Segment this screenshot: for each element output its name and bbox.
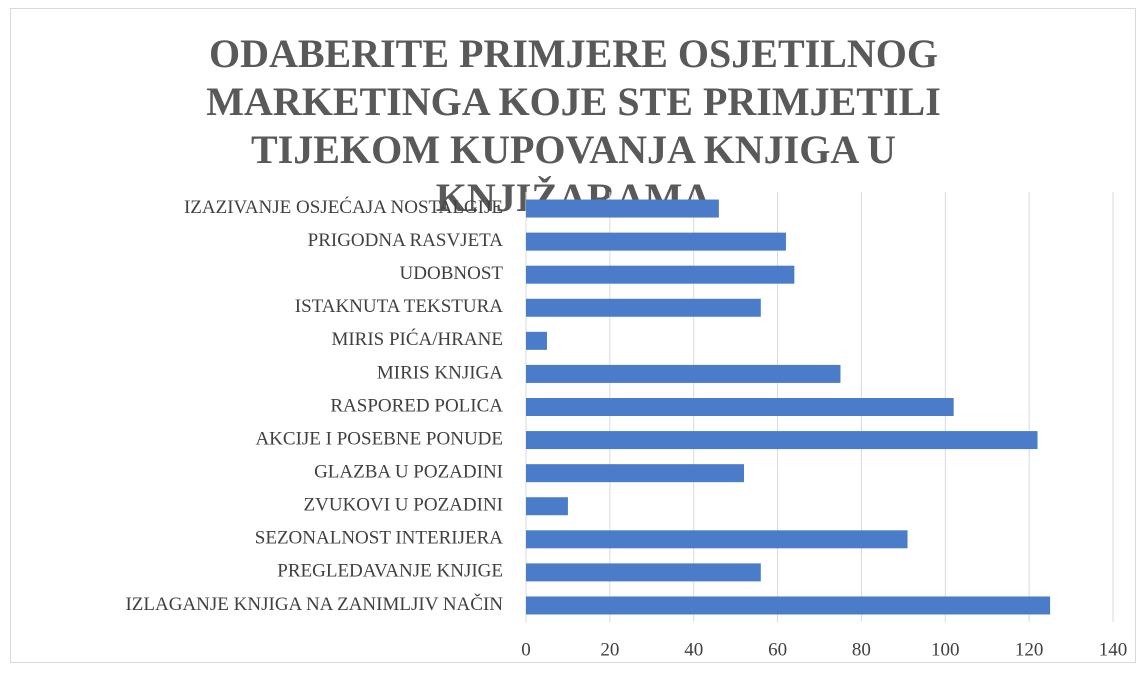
bar bbox=[526, 331, 547, 350]
y-tick-label: MIRIS PIĆA/HRANE bbox=[331, 328, 503, 350]
y-tick-label: RASPORED POLICA bbox=[330, 395, 503, 416]
x-tick-label: 0 bbox=[521, 639, 531, 660]
y-tick-label: MIRIS KNJIGA bbox=[377, 362, 503, 383]
bar bbox=[526, 265, 795, 284]
x-tick-label: 60 bbox=[768, 639, 787, 660]
bar bbox=[526, 298, 761, 317]
bar bbox=[526, 232, 786, 251]
chart-frame bbox=[10, 8, 1136, 663]
bar bbox=[526, 530, 908, 549]
x-tick-label: 20 bbox=[600, 639, 619, 660]
y-tick-label: PRIGODNA RASVJETA bbox=[308, 230, 504, 251]
x-tick-label: 120 bbox=[1015, 639, 1044, 660]
title-wrap: ODABERITE PRIMJERE OSJETILNOG MARKETINGA… bbox=[0, 30, 1147, 222]
bar bbox=[526, 563, 761, 582]
x-tick-label: 40 bbox=[684, 639, 703, 660]
y-tick-label: IZAZIVANJE OSJEĆAJA NOSTALGIJE bbox=[184, 196, 503, 218]
y-tick-label: ZVUKOVI U POZADINI bbox=[304, 495, 503, 516]
chart-title: ODABERITE PRIMJERE OSJETILNOG MARKETINGA… bbox=[206, 31, 941, 220]
bar bbox=[526, 596, 1051, 615]
bar bbox=[526, 398, 954, 416]
bar bbox=[526, 497, 568, 516]
y-tick-label: ISTAKNUTA TEKSTURA bbox=[295, 296, 504, 317]
bar bbox=[526, 199, 719, 218]
y-tick-label: PREGLEDAVANJE KNJIGE bbox=[277, 561, 503, 582]
bar bbox=[526, 431, 1038, 450]
x-tick-label: 80 bbox=[852, 639, 871, 660]
y-tick-label: GLAZBA U POZADINI bbox=[314, 462, 503, 483]
y-tick-label: SEZONALNOST INTERIJERA bbox=[255, 528, 504, 549]
x-tick-label: 100 bbox=[931, 639, 960, 660]
x-tick-label: 140 bbox=[1099, 639, 1128, 660]
y-tick-label: UDOBNOST bbox=[400, 263, 504, 284]
y-tick-label: IZLAGANJE KNJIGA NA ZANIMLJIV NAČIN bbox=[125, 593, 503, 615]
y-tick-label: AKCIJE I POSEBNE PONUDE bbox=[255, 428, 503, 449]
bar bbox=[526, 464, 745, 483]
bar bbox=[526, 364, 841, 383]
